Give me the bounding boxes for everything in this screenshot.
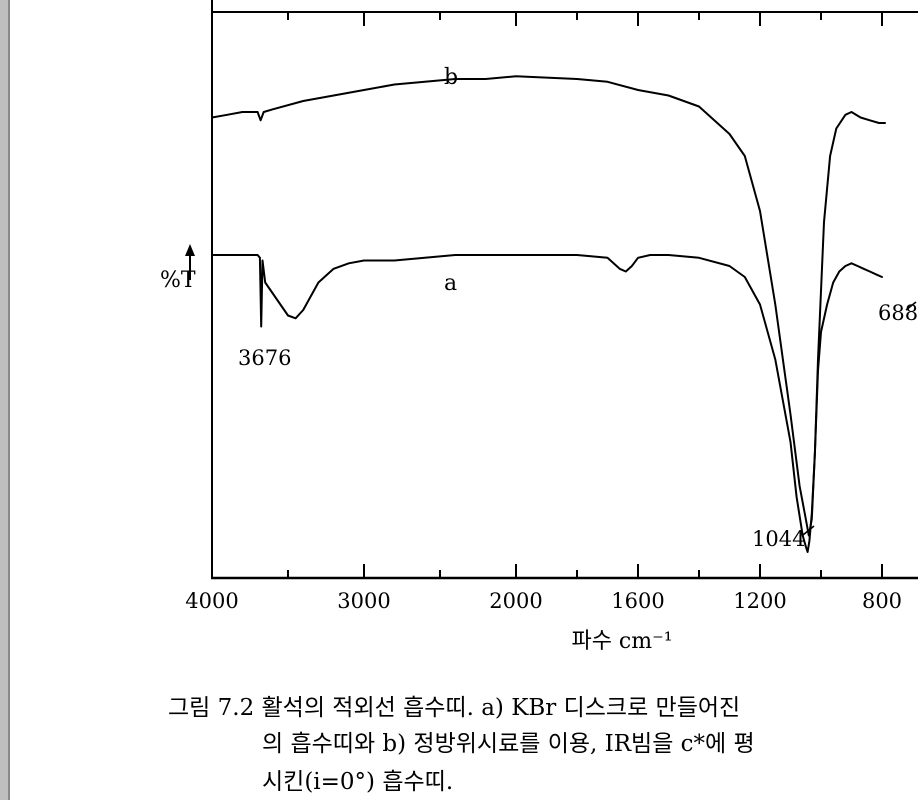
series-label-b: b (444, 65, 458, 90)
annotation-3676: 3676 (238, 346, 291, 370)
annotation-1044: 1044 (752, 527, 805, 551)
annotation-leaders (802, 301, 917, 536)
x-tick-label-4000: 4000 (185, 589, 238, 613)
labels-layer: 4000 3000 2000 1600 1200 800 파수 cm⁻¹ %T … (160, 65, 918, 654)
series-line-b (211, 75, 886, 537)
x-tick-label-2000: 2000 (489, 589, 542, 613)
axis-ticks (211, 12, 883, 578)
figure-caption-line-1: 그림 7.2 활석의 적외선 흡수띠. a) KBr 디스크로 만들어진 (168, 695, 741, 721)
x-tick-label-1600: 1600 (611, 589, 664, 613)
x-tick-label-1200: 1200 (733, 589, 786, 613)
leader-688 (905, 301, 917, 311)
leader-1044 (802, 525, 815, 536)
plot-frame (211, 0, 918, 580)
figure-caption-line-2: 의 흡수띠와 b) 정방위시료를 이용, IR빔을 c*에 평 (262, 731, 755, 757)
x-tick-label-3000: 3000 (337, 589, 390, 613)
y-axis-arrow-head (185, 244, 195, 256)
series-layer (211, 75, 886, 553)
x-tick-label-800: 800 (862, 589, 902, 613)
figure-caption-line-3: 시킨(i=0°) 흡수띠. (262, 769, 454, 795)
x-axis-label: 파수 cm⁻¹ (571, 629, 672, 654)
page-left-edge (0, 0, 10, 800)
series-label-a: a (444, 271, 457, 296)
series-line-a (211, 254, 883, 553)
